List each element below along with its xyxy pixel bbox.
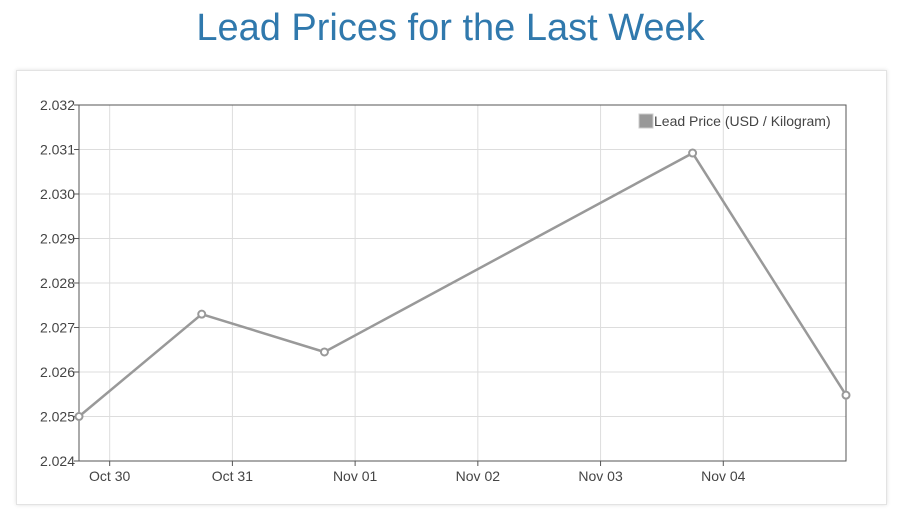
data-point[interactable] [197, 309, 207, 319]
y-tick-label: 2.028 [40, 275, 75, 291]
y-tick-label: 2.024 [40, 453, 75, 469]
y-tick-label: 2.029 [40, 231, 75, 247]
y-axis-ticks: 2.024 2.025 2.026 2.027 2.028 2.029 2.030 2.031… [40, 97, 79, 469]
legend-swatch [638, 113, 654, 129]
x-tick-label: Oct 31 [212, 468, 253, 484]
data-point[interactable] [74, 412, 84, 421]
x-tick-label: Nov 01 [333, 468, 378, 484]
line-chart: 2.024 2.025 2.026 2.027 2.028 2.029 2.030 2.031… [40, 97, 851, 484]
y-tick-label: 2.031 [40, 142, 75, 158]
series-layer [74, 148, 851, 421]
x-tick-label: Oct 30 [89, 468, 130, 484]
data-point[interactable] [841, 390, 851, 400]
data-point[interactable] [688, 148, 698, 158]
data-point[interactable] [319, 347, 329, 357]
chart-card: 2.024 2.025 2.026 2.027 2.028 2.029 2.030 2.031… [16, 70, 887, 505]
y-tick-label: 2.025 [40, 409, 75, 425]
x-tick-label: Nov 02 [456, 468, 501, 484]
y-tick-label: 2.030 [40, 186, 75, 202]
plot-frame [78, 104, 847, 462]
y-tick-label: 2.026 [40, 364, 75, 380]
x-tick-label: Nov 04 [701, 468, 746, 484]
x-tick-label: Nov 03 [578, 468, 623, 484]
legend-label: Lead Price (USD / Kilogram) [654, 113, 831, 129]
y-tick-label: 2.032 [40, 97, 75, 113]
legend[interactable]: Lead Price (USD / Kilogram) [638, 113, 831, 129]
x-axis-ticks: Oct 30 Oct 31 Nov 01 Nov 02 Nov 03 Nov 04 [89, 461, 746, 484]
y-tick-label: 2.027 [40, 320, 75, 336]
page-title: Lead Prices for the Last Week [196, 7, 705, 49]
